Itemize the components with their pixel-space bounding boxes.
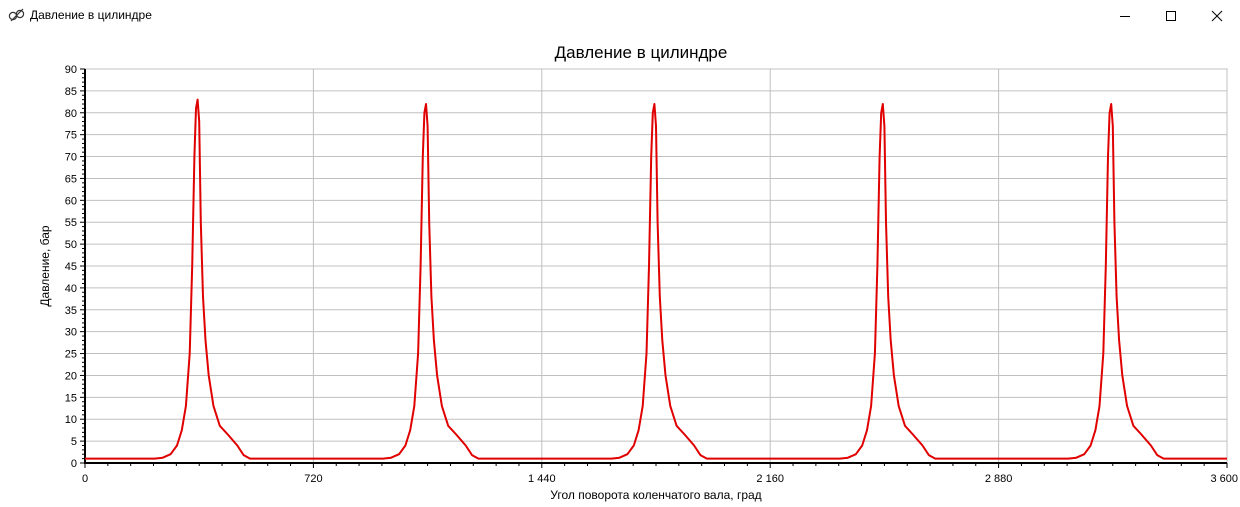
x-axis-label: Угол поворота коленчатого вала, град bbox=[550, 488, 761, 502]
pressure-series-line bbox=[85, 98, 1227, 460]
close-icon bbox=[1211, 10, 1223, 21]
x-tick-label: 3 600 bbox=[1210, 473, 1238, 485]
y-tick-label: 5 bbox=[71, 436, 77, 448]
x-tick-label: 2 880 bbox=[985, 473, 1013, 485]
series-layer bbox=[85, 98, 1227, 460]
minimize-icon bbox=[1120, 15, 1130, 17]
y-tick-label: 85 bbox=[65, 86, 77, 98]
y-tick-label: 55 bbox=[65, 217, 77, 229]
y-tick-label: 75 bbox=[65, 130, 77, 142]
chart-title: Давление в цилиндре bbox=[555, 43, 728, 62]
pressure-chart: Давление в цилиндре 0 5 10 15 20 25 30 35 40 45 50… bbox=[0, 31, 1240, 507]
y-tick-label: 25 bbox=[65, 349, 77, 361]
x-axis-ticks: 0 720 1 440 2 160 2 880 3 600 bbox=[82, 463, 1238, 485]
close-button[interactable] bbox=[1194, 0, 1240, 31]
maximize-icon bbox=[1166, 10, 1176, 21]
title-bar[interactable]: Давление в цилиндре bbox=[0, 0, 1240, 31]
y-tick-label: 60 bbox=[65, 195, 77, 207]
chart-canvas: Давление в цилиндре 0 5 10 15 20 25 30 35 40 45 50… bbox=[38, 43, 1238, 502]
y-tick-label: 10 bbox=[65, 414, 77, 426]
y-tick-label: 30 bbox=[65, 327, 77, 339]
y-tick-label: 80 bbox=[65, 108, 77, 120]
y-tick-label: 0 bbox=[71, 458, 77, 470]
y-tick-label: 45 bbox=[65, 261, 77, 273]
x-tick-label: 2 160 bbox=[756, 473, 784, 485]
x-tick-label: 720 bbox=[304, 473, 322, 485]
y-tick-label: 90 bbox=[65, 64, 77, 76]
y-tick-label: 15 bbox=[65, 392, 77, 404]
y-axis-ticks: 0 5 10 15 20 25 30 35 40 45 50 55 60 65 70 75 80 85 90 bbox=[65, 64, 85, 470]
y-tick-label: 65 bbox=[65, 173, 77, 185]
y-axis-label: Давление, бар bbox=[38, 225, 52, 307]
y-tick-label: 40 bbox=[65, 283, 77, 295]
y-tick-label: 50 bbox=[65, 239, 77, 251]
minimize-button[interactable] bbox=[1102, 0, 1148, 31]
engine-chart-icon bbox=[8, 8, 26, 22]
window-title: Давление в цилиндре bbox=[30, 8, 152, 22]
maximize-button[interactable] bbox=[1148, 0, 1194, 31]
x-tick-label: 0 bbox=[82, 473, 88, 485]
y-tick-label: 20 bbox=[65, 370, 77, 382]
x-tick-label: 1 440 bbox=[528, 473, 556, 485]
y-tick-label: 35 bbox=[65, 305, 77, 317]
y-tick-label: 70 bbox=[65, 152, 77, 164]
